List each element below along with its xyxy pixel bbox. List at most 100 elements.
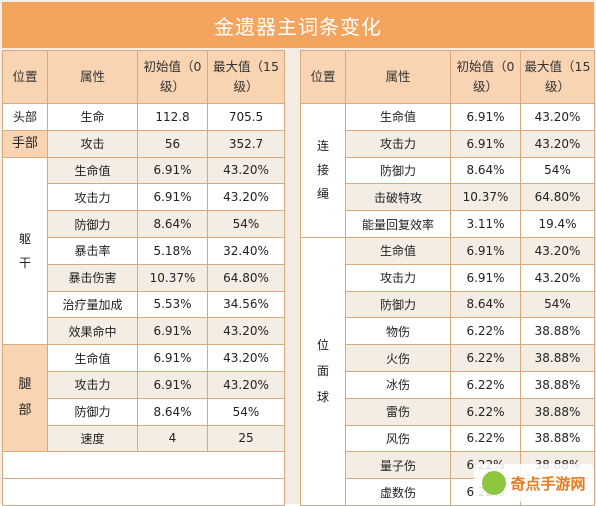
attr-cell: 攻击力 xyxy=(47,183,138,212)
mascot-icon xyxy=(482,471,507,495)
table-row: 腿部 生命值 6.91% 43.20% xyxy=(2,344,285,453)
init-cell: 6.91% xyxy=(450,129,521,158)
init-cell: 8.64% xyxy=(450,156,521,185)
init-cell: 10.37% xyxy=(450,183,521,212)
table-row: 效果命中 6.91% 43.20% xyxy=(3,317,285,346)
init-cell: 8.64% xyxy=(450,290,521,319)
max-cell: 38.88% xyxy=(520,370,595,399)
attr-cell: 生命值 xyxy=(47,344,138,372)
max-cell: 54% xyxy=(520,156,595,185)
max-cell: 43.20% xyxy=(520,263,595,292)
sphere-label: 位面球 xyxy=(316,338,329,405)
init-cell: 56 xyxy=(137,129,208,158)
attr-cell: 物伤 xyxy=(345,317,451,346)
table-row: 风伤 6.22% 38.88% xyxy=(301,424,595,453)
attr-cell: 效果命中 xyxy=(47,317,138,346)
attr-cell: 暴击伤害 xyxy=(47,263,138,292)
init-cell: 5.53% xyxy=(137,290,208,319)
table-row xyxy=(2,478,285,506)
table-row: 物伤 6.22% 38.88% xyxy=(301,317,595,346)
init-cell: 5.18% xyxy=(137,236,208,265)
attr-cell: 防御力 xyxy=(47,210,138,238)
watermark-text: 奇点手游网 xyxy=(510,474,586,493)
position-rope: 连接绳 xyxy=(300,103,346,238)
table-row: 雷伤 6.22% 38.88% xyxy=(301,397,595,426)
attr-cell: 暴击率 xyxy=(47,236,138,265)
table-row: 攻击力 6.91% 43.20% xyxy=(301,263,595,292)
max-cell: 43.20% xyxy=(207,156,285,185)
attr-cell: 生命值 xyxy=(345,236,451,265)
empty-cell xyxy=(2,451,285,480)
max-cell: 43.20% xyxy=(207,344,285,372)
table-row: 能量回复效率 3.11% 19.4% xyxy=(301,210,595,238)
attr-cell: 攻击 xyxy=(47,129,138,158)
empty-cell xyxy=(2,478,285,506)
max-cell: 64.80% xyxy=(207,263,285,292)
init-cell: 6.91% xyxy=(137,183,208,212)
torso-label: 躯干 xyxy=(18,231,31,270)
attr-cell: 能量回复效率 xyxy=(345,210,451,238)
max-cell: 34.56% xyxy=(207,290,285,319)
max-cell: 32.40% xyxy=(207,236,285,265)
header-max: 最大值（15级） xyxy=(207,50,285,104)
init-cell: 6.22% xyxy=(450,424,521,453)
rope-label: 连接绳 xyxy=(316,139,329,202)
attr-cell: 速度 xyxy=(47,424,138,453)
attr-cell: 冰伤 xyxy=(345,370,451,399)
attr-cell: 风伤 xyxy=(345,424,451,453)
init-cell: 6.22% xyxy=(450,344,521,372)
init-cell: 6.91% xyxy=(450,103,521,131)
attr-cell: 生命 xyxy=(47,103,138,131)
table-row: 击破特攻 10.37% 64.80% xyxy=(301,183,595,212)
table-row: 头部 生命 112.8 705.5 xyxy=(2,103,285,131)
max-cell: 38.88% xyxy=(520,344,595,372)
attr-cell: 雷伤 xyxy=(345,397,451,426)
header-position: 位置 xyxy=(2,50,48,104)
init-cell: 8.64% xyxy=(137,397,208,426)
init-cell: 3.11% xyxy=(450,210,521,238)
header-attribute: 属性 xyxy=(345,50,451,104)
attr-cell: 防御力 xyxy=(345,156,451,185)
table-row: 治疗量加成 5.53% 34.56% xyxy=(3,290,285,319)
attr-cell: 生命值 xyxy=(47,156,138,185)
max-cell: 54% xyxy=(207,397,285,426)
max-cell: 25 xyxy=(207,424,285,453)
max-cell: 352.7 xyxy=(207,129,285,158)
attr-cell: 攻击力 xyxy=(345,263,451,292)
init-cell: 6.91% xyxy=(137,156,208,185)
position-sphere: 位面球 xyxy=(300,236,346,506)
init-cell: 10.37% xyxy=(137,263,208,292)
position-legs: 腿部 xyxy=(2,344,48,453)
init-cell: 6.22% xyxy=(450,370,521,399)
max-cell: 705.5 xyxy=(207,103,285,131)
attr-cell: 生命值 xyxy=(345,103,451,131)
init-cell: 4 xyxy=(137,424,208,453)
init-cell: 6.22% xyxy=(450,317,521,346)
table-row: 防御力 8.64% 54% xyxy=(301,290,595,319)
init-cell: 6.91% xyxy=(450,263,521,292)
max-cell: 38.88% xyxy=(520,317,595,346)
max-cell: 43.20% xyxy=(207,183,285,212)
attr-cell: 攻击力 xyxy=(345,129,451,158)
init-cell: 6.91% xyxy=(137,370,208,399)
attr-cell: 防御力 xyxy=(47,397,138,426)
header-attribute: 属性 xyxy=(47,50,138,104)
init-cell: 6.91% xyxy=(450,236,521,265)
position-hand: 手部 xyxy=(2,129,48,158)
max-cell: 43.20% xyxy=(520,236,595,265)
position-torso: 躯干 xyxy=(2,156,48,346)
table-row: 躯干 生命值 6.91% 43.20% xyxy=(2,156,285,346)
init-cell: 6.22% xyxy=(450,397,521,426)
max-cell: 38.88% xyxy=(520,424,595,453)
max-cell: 38.88% xyxy=(520,397,595,426)
table-title: 金遗器主词条变化 xyxy=(2,2,594,48)
table-row: 连接绳 生命值 6.91% 43.20% xyxy=(300,103,595,238)
max-cell: 43.20% xyxy=(207,370,285,399)
table-row: 防御力 8.64% 54% xyxy=(301,156,595,185)
left-table: 位置 属性 初始值（0级） 最大值（15级） 头部 生命 112.8 705.5… xyxy=(2,50,285,506)
max-cell: 64.80% xyxy=(520,183,595,212)
max-cell: 54% xyxy=(520,290,595,319)
max-cell: 43.20% xyxy=(520,103,595,131)
init-cell: 6.91% xyxy=(137,317,208,346)
